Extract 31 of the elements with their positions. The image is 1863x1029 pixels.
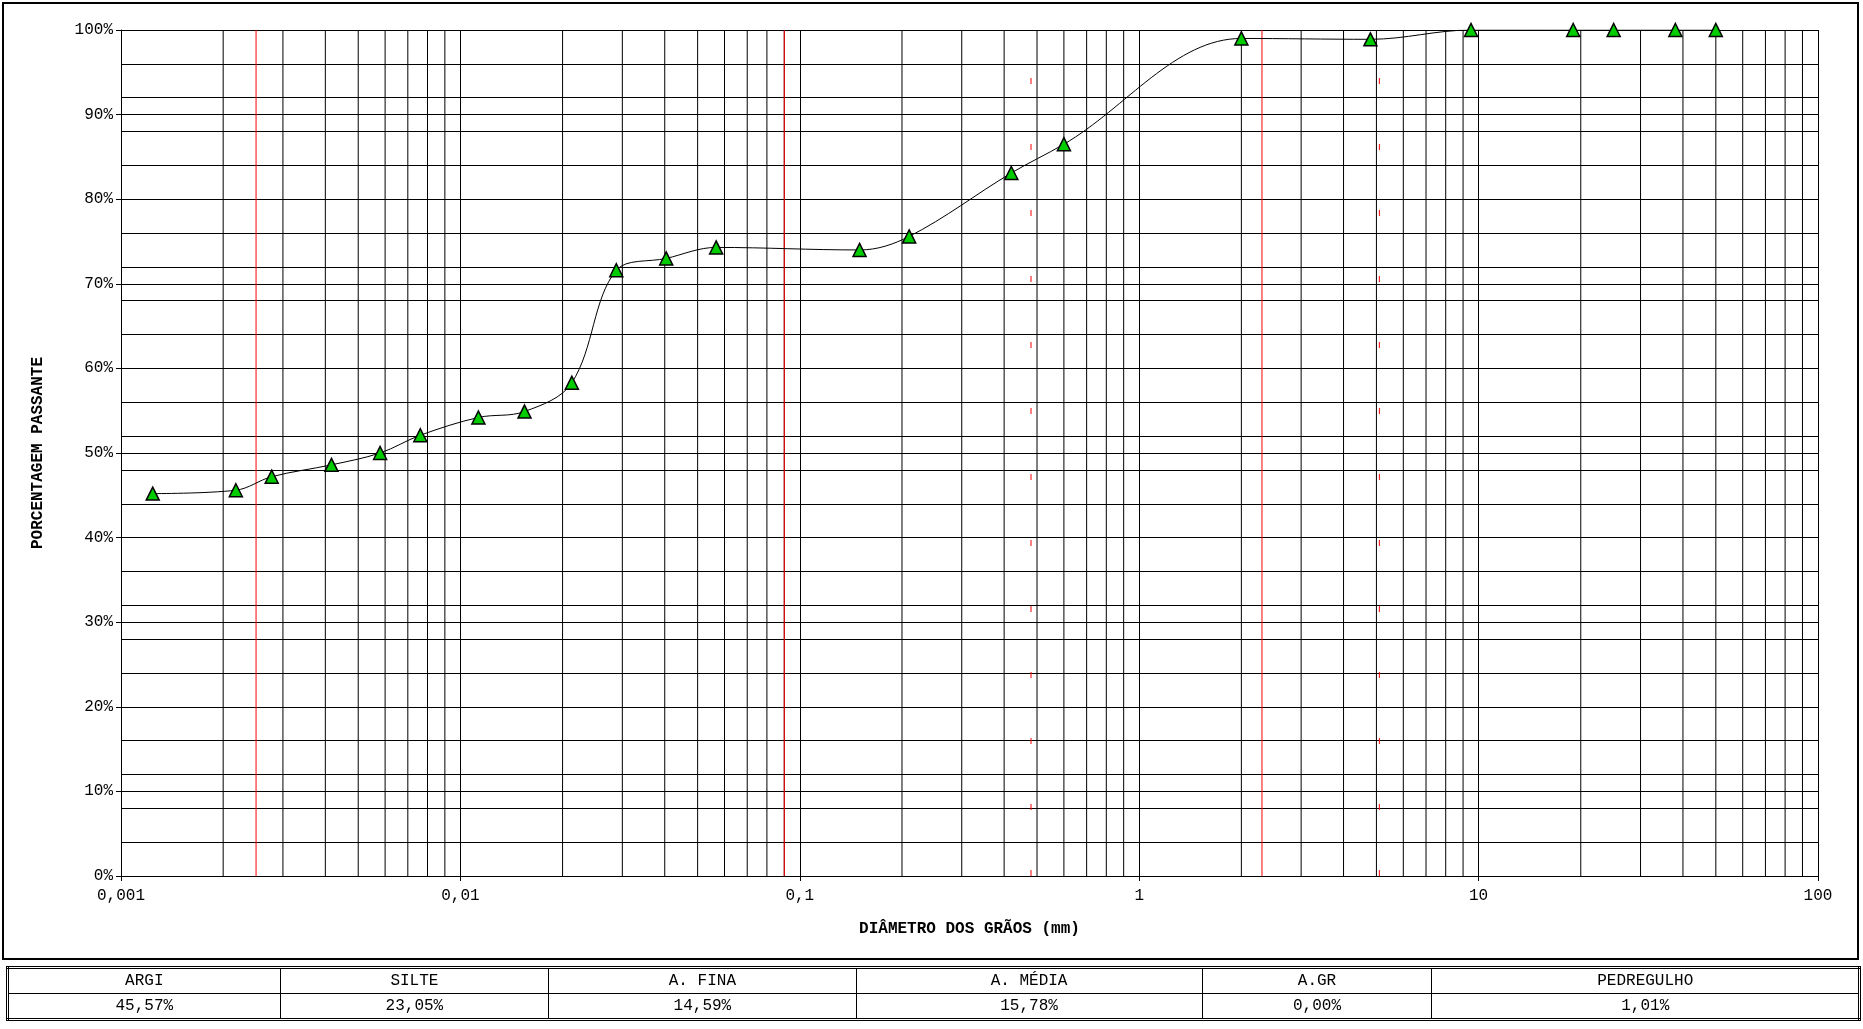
text: A. FINA	[548, 967, 857, 994]
text: 0,00%	[1202, 993, 1432, 1020]
x-tick-label: 0,1	[785, 887, 815, 905]
x-axis-title: DIÂMETRO DOS GRÃOS (mm)	[859, 919, 1080, 938]
x-tick-label: 10	[1469, 887, 1489, 905]
x-tick-label: 100	[1803, 887, 1833, 905]
y-tick-label: 100%	[74, 21, 114, 39]
y-tick-label: 70%	[84, 274, 114, 293]
text: 14,59%	[548, 993, 857, 1020]
x-tick-label: 1	[1134, 887, 1144, 905]
x-tick-label: 0,01	[441, 887, 480, 905]
y-tick-label: 60%	[84, 359, 114, 378]
y-tick-label: 20%	[84, 697, 114, 716]
y-tick-label: 90%	[84, 105, 114, 124]
text: SILTE	[280, 967, 549, 994]
y-tick-label: 0%	[93, 867, 114, 885]
y-tick-label: 40%	[84, 528, 114, 547]
y-tick-label: 30%	[84, 613, 114, 632]
text: A.GR	[1202, 967, 1432, 994]
text: A. MÉDIA	[856, 967, 1203, 994]
y-tick-label: 50%	[84, 444, 114, 462]
text: PEDREGULHO	[1431, 967, 1860, 994]
y-tick-label: 10%	[84, 782, 114, 801]
x-tick-label: 0,001	[96, 887, 146, 905]
text: 45,57%	[7, 993, 281, 1020]
text: 23,05%	[280, 993, 549, 1020]
text: ARGI	[7, 967, 281, 994]
y-axis-title: PORCENTAGEM PASSANTE	[29, 356, 47, 550]
text: 15,78%	[856, 993, 1203, 1020]
text: 1,01%	[1431, 993, 1860, 1020]
y-tick-label: 80%	[84, 190, 114, 209]
